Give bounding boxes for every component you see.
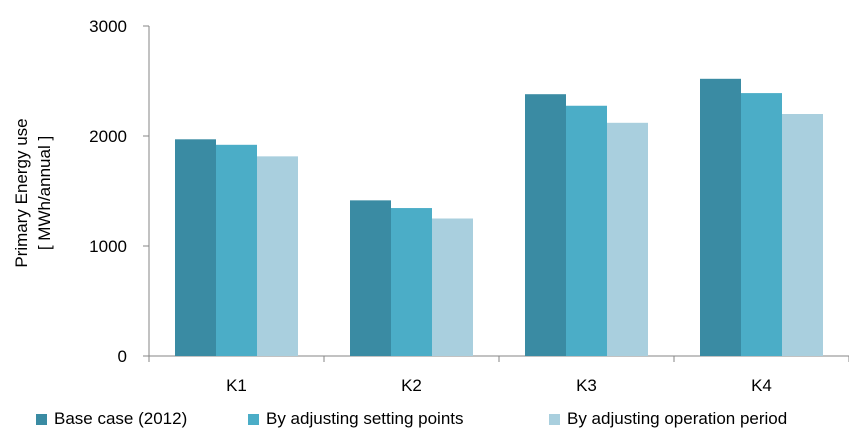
y-axis-title-line-1: Primary Energy use (12, 118, 31, 267)
y-axis-title: Primary Energy use [ MWh/annual ] (12, 118, 54, 267)
bar (216, 144, 257, 356)
bar (741, 93, 782, 356)
y-tick-label: 3000 (89, 17, 127, 36)
bar (257, 156, 298, 356)
bar (566, 105, 607, 356)
bar (350, 200, 391, 356)
legend-label-base-case: Base case (2012) (54, 409, 188, 428)
legend-label-operation-period: By adjusting operation period (567, 409, 788, 428)
x-tick-label: K3 (576, 376, 597, 395)
x-tick-label: K4 (751, 376, 772, 395)
y-axis-title-line-2: [ MWh/annual ] (35, 136, 54, 250)
x-ticks: K1 K2 K3 K4 (148, 356, 849, 395)
bar (607, 122, 648, 356)
y-tick-label: 1000 (89, 237, 127, 256)
x-tick-label: K1 (226, 376, 247, 395)
legend-label-setting-points: By adjusting setting points (266, 409, 464, 428)
bar (782, 114, 823, 356)
bar (175, 139, 216, 356)
bars (175, 78, 823, 357)
legend-item-base-case: Base case (2012) (36, 409, 187, 429)
legend-item-operation-period: By adjusting operation period (549, 409, 787, 429)
bar (700, 78, 741, 357)
legend-swatch-operation-period (549, 413, 560, 425)
y-tick-label: 0 (118, 347, 127, 366)
bar (525, 94, 566, 356)
legend: Base case (2012) By adjusting setting po… (0, 409, 849, 432)
y-tick-label: 2000 (89, 127, 127, 146)
bar (391, 208, 432, 356)
legend-item-setting-points: By adjusting setting points (248, 409, 464, 429)
legend-swatch-setting-points (248, 413, 259, 425)
x-tick-label: K2 (401, 376, 422, 395)
y-ticks: 0 1000 2000 3000 (89, 17, 149, 366)
bar (432, 218, 473, 356)
legend-swatch-base-case (36, 413, 47, 425)
